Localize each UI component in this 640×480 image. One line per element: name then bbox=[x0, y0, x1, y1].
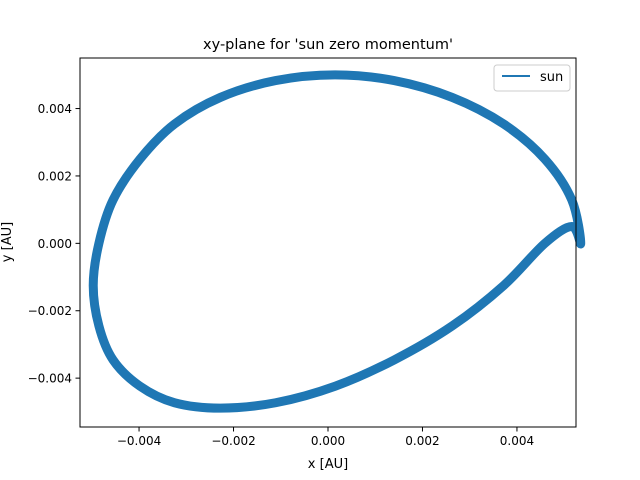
y-tick-label: 0.000 bbox=[38, 237, 72, 251]
legend: sun bbox=[493, 64, 571, 92]
y-tick-label: −0.004 bbox=[28, 372, 72, 386]
x-axis-label: x [AU] bbox=[308, 457, 348, 472]
chart-title: xy-plane for 'sun zero momentum' bbox=[203, 37, 453, 53]
x-tick-label: 0.002 bbox=[405, 434, 439, 448]
x-tick-label: −0.004 bbox=[117, 434, 161, 448]
x-tick-label: 0.004 bbox=[500, 434, 534, 448]
legend-label-sun: sun bbox=[540, 70, 563, 85]
y-tick-label: 0.002 bbox=[38, 169, 72, 183]
y-tick-label: 0.004 bbox=[38, 102, 72, 116]
x-axis-ticks: −0.004 −0.002 0.000 0.002 0.004 bbox=[117, 427, 534, 448]
x-tick-label: −0.002 bbox=[211, 434, 255, 448]
series-line-sun bbox=[88, 70, 586, 413]
series-layer bbox=[88, 70, 586, 413]
x-tick-label: 0.000 bbox=[311, 434, 345, 448]
legend-box bbox=[493, 64, 571, 92]
y-tick-label: −0.002 bbox=[28, 304, 72, 318]
y-axis-ticks: −0.004 −0.002 0.000 0.002 0.004 bbox=[28, 102, 80, 386]
y-axis-label: y [AU] bbox=[0, 222, 15, 262]
